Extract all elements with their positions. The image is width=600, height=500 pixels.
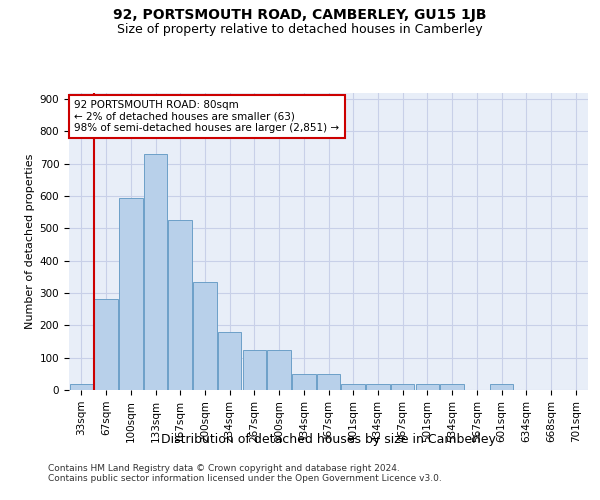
- Bar: [341, 384, 365, 390]
- Bar: [70, 384, 93, 390]
- Bar: [94, 300, 118, 390]
- Bar: [317, 374, 340, 390]
- Text: 92, PORTSMOUTH ROAD, CAMBERLEY, GU15 1JB: 92, PORTSMOUTH ROAD, CAMBERLEY, GU15 1JB: [113, 8, 487, 22]
- Bar: [490, 384, 513, 390]
- Bar: [119, 198, 143, 390]
- Bar: [391, 384, 415, 390]
- Text: Distribution of detached houses by size in Camberley: Distribution of detached houses by size …: [161, 432, 496, 446]
- Bar: [268, 350, 291, 390]
- Text: 92 PORTSMOUTH ROAD: 80sqm
← 2% of detached houses are smaller (63)
98% of semi-d: 92 PORTSMOUTH ROAD: 80sqm ← 2% of detach…: [74, 100, 340, 133]
- Bar: [242, 350, 266, 390]
- Bar: [169, 220, 192, 390]
- Text: Contains HM Land Registry data © Crown copyright and database right 2024.
Contai: Contains HM Land Registry data © Crown c…: [48, 464, 442, 483]
- Bar: [292, 374, 316, 390]
- Bar: [144, 154, 167, 390]
- Bar: [193, 282, 217, 390]
- Bar: [416, 384, 439, 390]
- Y-axis label: Number of detached properties: Number of detached properties: [25, 154, 35, 329]
- Text: Size of property relative to detached houses in Camberley: Size of property relative to detached ho…: [117, 22, 483, 36]
- Bar: [218, 332, 241, 390]
- Bar: [440, 384, 464, 390]
- Bar: [366, 384, 389, 390]
